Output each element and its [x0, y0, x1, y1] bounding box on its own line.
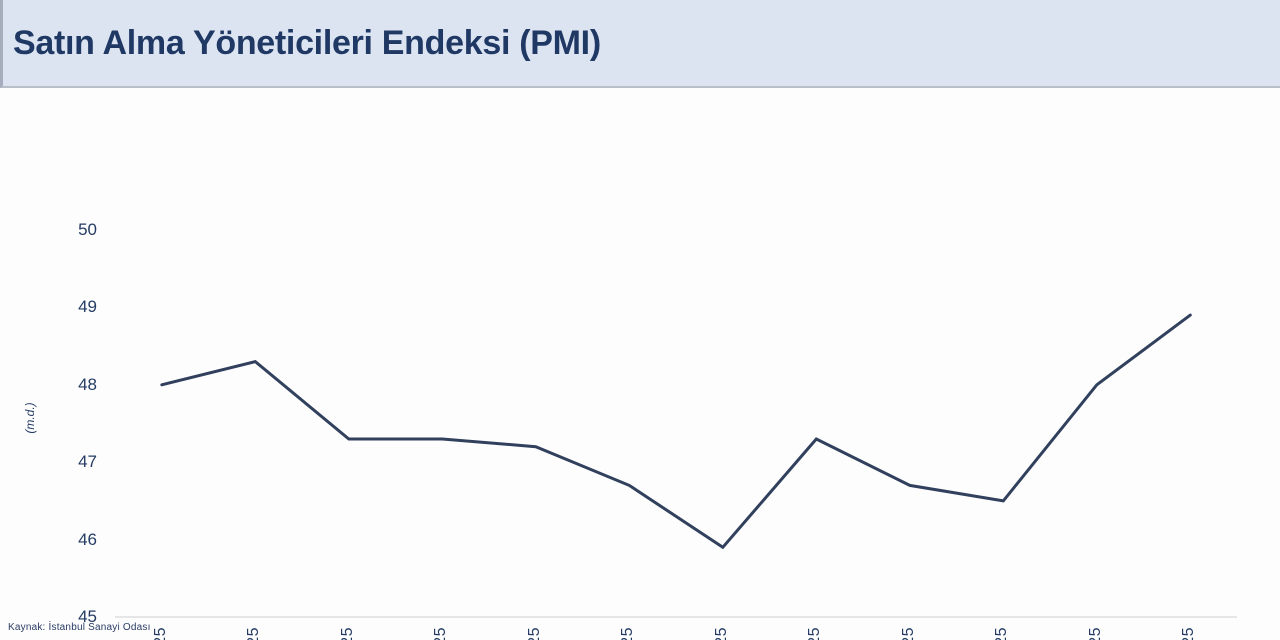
- pmi-line-series: [160, 313, 1192, 550]
- x-tick-label: Eyl-25: [900, 627, 918, 640]
- y-tick-label: 46: [78, 529, 97, 549]
- page-title: Satın Alma Yöneticileri Endeksi (PMI): [13, 23, 601, 62]
- y-tick-label: 48: [78, 374, 97, 394]
- y-tick-label: 47: [78, 452, 97, 472]
- x-tick-label: Eki-25: [993, 627, 1011, 640]
- y-axis-unit-label: (m.d.): [23, 402, 37, 434]
- x-tick-label: Ara-25: [1180, 627, 1198, 640]
- y-tick-label: 50: [78, 220, 97, 239]
- chart-area: (m.d.) 45 46 47 48 49 50 Oca-25 Şub-25 Mar-25 Ni…: [0, 90, 1280, 640]
- x-tick-label: Tem-25: [713, 627, 731, 640]
- x-tick-label: Nis-25: [432, 627, 450, 640]
- y-tick-label: 45: [78, 607, 97, 626]
- x-tick-label: Mar-25: [339, 627, 357, 640]
- x-tick-label: May-25: [526, 627, 544, 640]
- x-tick-label: Şub-25: [245, 627, 263, 640]
- y-tick-label: 49: [78, 297, 97, 317]
- x-tick-label: Kas-25: [1087, 627, 1105, 640]
- source-note: Kaynak: İstanbul Sanayi Odası: [8, 622, 151, 633]
- pmi-line-chart: [115, 313, 1237, 618]
- x-tick-label: Oca-25: [152, 627, 170, 640]
- x-tick-label: Haz-25: [619, 627, 637, 640]
- x-tick-label: Ağu-25: [806, 627, 824, 640]
- chart-header: Satın Alma Yöneticileri Endeksi (PMI): [0, 0, 1280, 88]
